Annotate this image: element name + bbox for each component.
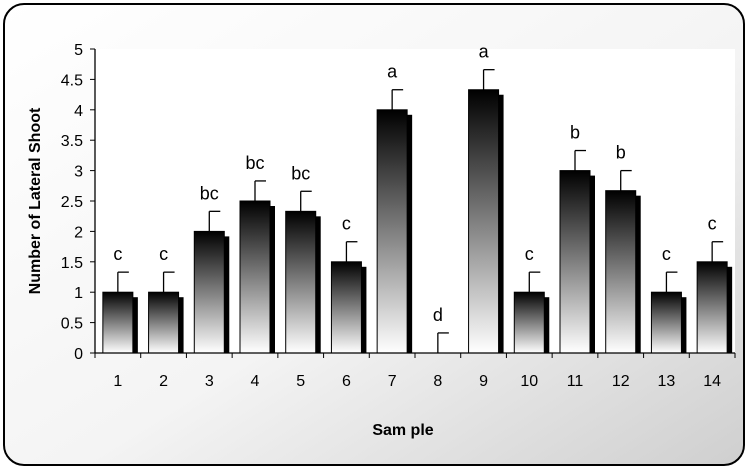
significance-letter: c (342, 214, 351, 234)
x-tick-label: 2 (159, 373, 168, 390)
y-tick-label: 3.5 (61, 133, 83, 150)
significance-letter: bc (200, 183, 219, 203)
y-tick-label: 0 (74, 346, 83, 363)
bar (285, 210, 317, 354)
x-tick-label: 10 (520, 373, 538, 390)
significance-letter: c (113, 244, 122, 264)
x-tick-label: 9 (479, 373, 488, 390)
y-tick-label: 2 (74, 224, 83, 241)
y-tick-label: 1.5 (61, 255, 83, 272)
bar (468, 89, 500, 354)
y-tick-label: 5 (74, 42, 83, 59)
x-tick-label: 13 (658, 373, 676, 390)
significance-letter: c (708, 214, 717, 234)
bar (696, 261, 728, 354)
significance-letter: c (662, 244, 671, 264)
x-tick-label: 5 (296, 373, 305, 390)
significance-letter: bc (245, 153, 264, 173)
bar (605, 190, 637, 354)
bar (102, 291, 134, 354)
significance-letter: c (159, 244, 168, 264)
bar (376, 109, 408, 354)
significance-letter: d (433, 305, 443, 325)
bar (330, 261, 362, 354)
bar (148, 291, 180, 354)
significance-letter: a (387, 62, 398, 82)
y-tick-label: 0.5 (61, 316, 83, 333)
x-tick-label: 7 (388, 373, 397, 390)
significance-letter: a (479, 42, 490, 62)
x-tick-label: 8 (433, 373, 442, 390)
significance-letter: b (616, 143, 626, 163)
x-tick-label: 12 (612, 373, 630, 390)
y-tick-label: 4 (74, 103, 83, 120)
x-tick-label: 14 (703, 373, 721, 390)
y-tick-label: 2.5 (61, 194, 83, 211)
y-tick-label: 1 (74, 285, 83, 302)
x-tick-label: 6 (342, 373, 351, 390)
x-tick-label: 4 (251, 373, 260, 390)
significance-letter: bc (291, 163, 310, 183)
bar (650, 291, 682, 354)
y-axis-label: Number of Lateral Shoot (27, 107, 44, 294)
y-tick-label: 3 (74, 164, 83, 181)
x-axis-label: Sam ple (372, 422, 433, 439)
bar (239, 200, 271, 354)
x-tick-label: 1 (113, 373, 122, 390)
x-tick-label: 11 (567, 373, 584, 390)
bar (193, 230, 225, 354)
bar (559, 170, 591, 354)
bar (513, 291, 545, 354)
y-tick-label: 4.5 (61, 72, 83, 89)
x-tick-label: 3 (205, 373, 214, 390)
significance-letter: b (570, 123, 580, 143)
significance-letter: c (525, 244, 534, 264)
